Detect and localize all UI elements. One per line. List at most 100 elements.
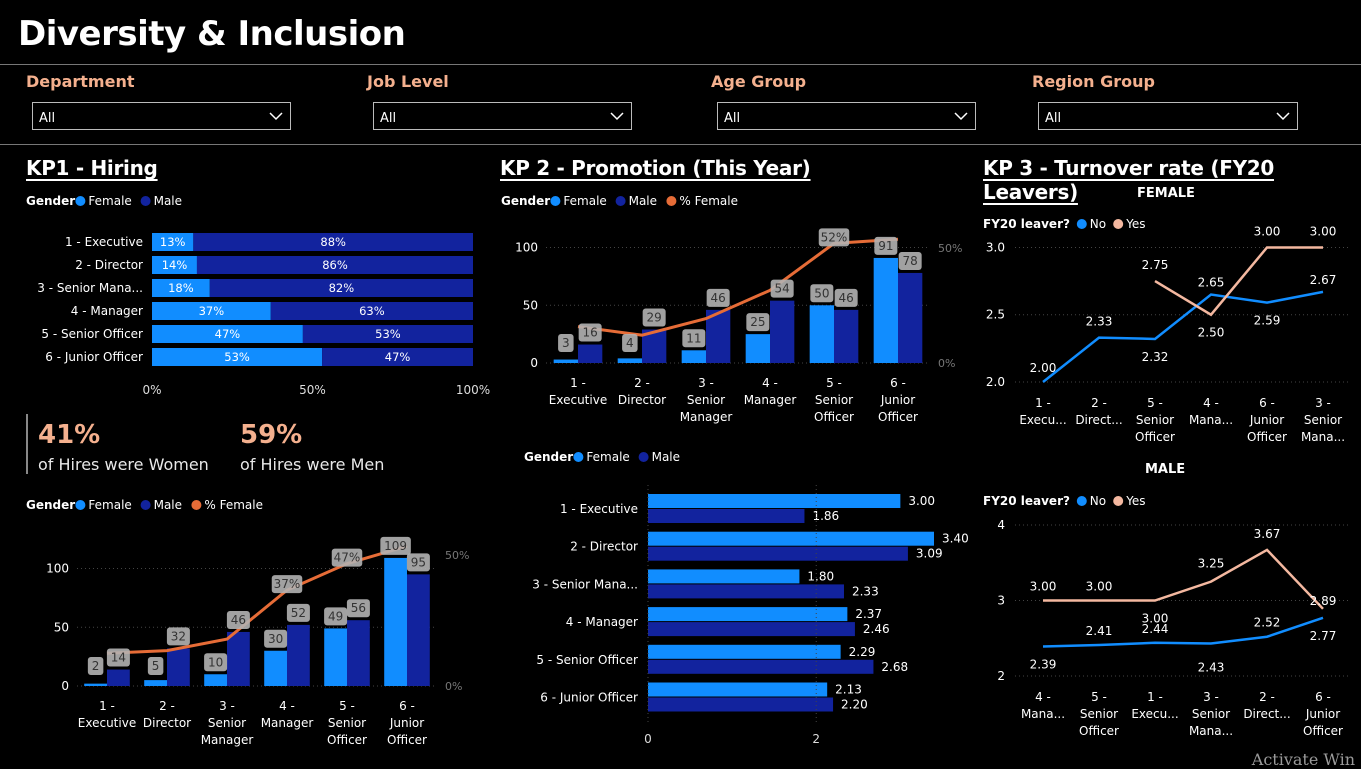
category-label: 6 - (1259, 396, 1275, 410)
category-label: 6 - (399, 699, 415, 713)
data-label-no: 2.43 (1198, 661, 1225, 675)
category-label: Mana... (1189, 724, 1233, 738)
category-label: 1 - (1035, 396, 1051, 410)
age-group-dropdown[interactable]: All (717, 102, 976, 130)
data-label-male: 1.86 (812, 509, 839, 523)
legend-entry-male: Male (154, 194, 182, 208)
data-label-yes: 3.67 (1254, 527, 1281, 541)
data-label-male-box (834, 288, 858, 307)
department-dropdown[interactable]: All (32, 102, 291, 130)
bar-male-6 (648, 697, 834, 712)
data-label-no: 2.77 (1310, 629, 1337, 643)
legend-entry-female: % Female (679, 194, 738, 208)
data-label-female: 3 (562, 336, 570, 350)
bar-female-2 (152, 256, 197, 274)
x-tick-label: 0 (644, 732, 652, 746)
data-label-female: 109 (384, 539, 407, 553)
bar-male-4 (648, 622, 855, 637)
legend-title: FY20 leaver? (983, 217, 1070, 231)
category-label: 6 - (890, 376, 906, 390)
data-label-female: 91 (878, 239, 893, 253)
job-level-dropdown[interactable]: All (373, 102, 632, 130)
category-label: 5 - Senior Officer (536, 653, 638, 667)
line-yes (1043, 548, 1324, 610)
data-label-female-box (810, 284, 834, 303)
category-label: Officer (1079, 724, 1119, 738)
data-label-no: 2.65 (1198, 276, 1225, 290)
y-tick-label: 3 (997, 594, 1005, 608)
category-label: 4 - (1035, 690, 1051, 704)
filters-divider (0, 144, 1361, 145)
category-label: Junior (1249, 413, 1284, 427)
y-tick-label: 50 (523, 298, 538, 312)
category-label: 1 - Executive (560, 502, 638, 516)
bar-male-6 (322, 348, 473, 366)
category-label: 2 - (1259, 690, 1275, 704)
data-label-female: 47% (215, 327, 241, 341)
category-label: Executive (78, 716, 136, 730)
legend-marker-female (666, 196, 677, 206)
y2-tick-label: 50% (938, 242, 962, 255)
y-tick-label: 0 (530, 356, 538, 370)
women-hires-pct: 41% (38, 420, 101, 450)
category-label: 6 - (1315, 690, 1331, 704)
legend-entry-female: Female (563, 194, 606, 208)
category-label: Execu... (1019, 413, 1066, 427)
data-label-female: 18% (168, 281, 194, 295)
job-level-slicer-label: Job Level (367, 72, 449, 91)
category-label: 1 - (570, 376, 586, 390)
promotion-rate-chart: Gender Female Male 1 - Executive 3.00 1.86 2 -… (524, 450, 969, 746)
x-tick-label: 2 (812, 732, 820, 746)
category-label: 4 - (762, 376, 778, 390)
data-label-male: 63% (359, 304, 385, 318)
category-label: 1 - Executive (65, 235, 143, 249)
data-label-yes: 3.00 (1310, 224, 1337, 238)
data-label-yes: 2.89 (1310, 594, 1337, 608)
y-tick-label: 2.5 (986, 308, 1005, 322)
data-label-yes: 3.00 (1030, 580, 1057, 594)
legend-entry-female: Female (88, 194, 131, 208)
category-label: Junior (389, 716, 424, 730)
data-label-yes: 3.00 (1254, 224, 1281, 238)
data-label-female-box (380, 536, 411, 555)
bar-female-3 (152, 279, 210, 297)
bar-female-1 (648, 494, 901, 508)
category-label: Officer (1247, 430, 1287, 444)
chevron-down-icon (954, 112, 968, 121)
legend-title: Gender (501, 194, 550, 208)
category-label: Senior (1192, 707, 1230, 721)
data-label-female: 50 (814, 286, 829, 300)
data-label-male: 47% (385, 350, 411, 364)
chevron-down-icon (610, 112, 624, 121)
data-label-female: 5 (152, 659, 160, 673)
line-no (1042, 616, 1324, 648)
category-label: Direct... (1243, 707, 1290, 721)
data-label-male: 29 (647, 311, 662, 325)
data-label-female: 37% (199, 304, 225, 318)
bar-female-6 (384, 557, 407, 686)
category-label: Senior (687, 393, 725, 407)
data-label-male: 82% (329, 281, 355, 295)
bar-female-3 (204, 674, 227, 686)
data-label-male: 2.46 (863, 622, 890, 636)
data-label-female: 3.40 (942, 532, 969, 546)
activation-watermark: Activate Win (1251, 750, 1355, 769)
data-label-yes: 3.00 (1086, 580, 1113, 594)
data-label-male: 2.20 (841, 698, 868, 712)
legend-marker-female (550, 196, 561, 206)
bar-male-5 (834, 309, 859, 363)
men-hires-pct: 59% (240, 420, 303, 450)
category-label: 2 - (1091, 396, 1107, 410)
data-label-female: 3.00 (908, 494, 935, 508)
data-label-female: 11 (686, 331, 701, 345)
data-label-male: 56 (351, 601, 366, 615)
data-label-no: 2.32 (1142, 350, 1169, 364)
data-label-male: 46 (839, 291, 854, 305)
region-group-dropdown[interactable]: All (1038, 102, 1298, 130)
data-label-female: 2 (92, 659, 100, 673)
bar-female-4 (648, 607, 848, 622)
data-label-male: 46 (231, 613, 246, 627)
bar-female-2 (144, 680, 167, 686)
bar-male-1 (193, 233, 473, 251)
men-hires-label: of Hires were Men (240, 455, 385, 474)
